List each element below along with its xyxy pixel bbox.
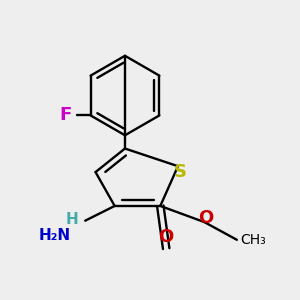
Text: S: S <box>174 163 187 181</box>
Text: O: O <box>159 228 174 246</box>
Text: F: F <box>59 106 71 124</box>
Text: H₂N: H₂N <box>38 228 70 243</box>
Text: H: H <box>66 212 78 226</box>
Text: CH₃: CH₃ <box>240 233 266 247</box>
Text: O: O <box>198 209 214 227</box>
